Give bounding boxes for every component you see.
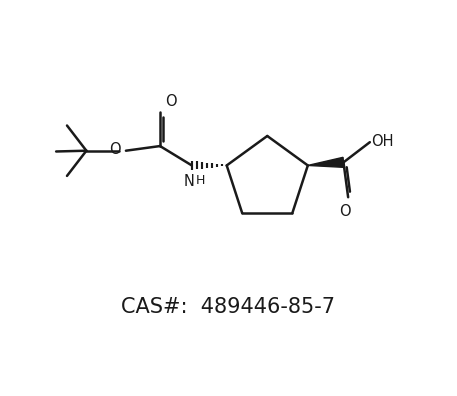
Text: O: O	[339, 204, 351, 219]
Text: O: O	[109, 142, 121, 157]
Text: H: H	[196, 174, 205, 187]
Polygon shape	[308, 157, 344, 168]
Text: N: N	[184, 174, 195, 189]
Text: CAS#:  489446-85-7: CAS#: 489446-85-7	[122, 297, 335, 316]
Text: OH: OH	[371, 134, 393, 149]
Text: O: O	[165, 94, 177, 109]
